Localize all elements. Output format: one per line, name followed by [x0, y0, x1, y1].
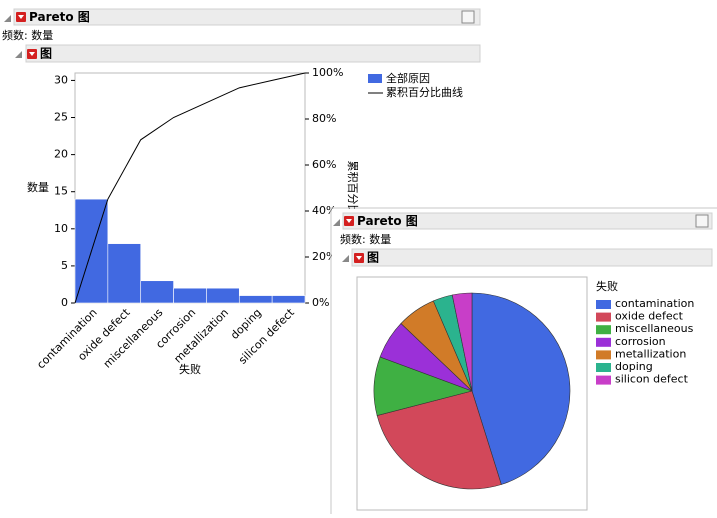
bar [238, 295, 273, 304]
section-title: 图 [367, 251, 379, 265]
section-bar [351, 248, 713, 267]
legend-label: oxide defect [615, 310, 684, 323]
legend-label: 全部原因 [386, 71, 430, 85]
subtitle: 频数: 数量 [340, 232, 391, 246]
y-axis-label: 数量 [27, 181, 49, 194]
legend-swatch [596, 375, 611, 385]
legend-label: corrosion [615, 335, 666, 348]
y-tick-label: 20 [54, 148, 68, 161]
y2-tick-label: 60% [312, 158, 336, 171]
bar [206, 287, 240, 304]
collapse-icon[interactable] [342, 255, 349, 262]
legend-label: doping [615, 360, 653, 373]
y2-tick-label: 100% [312, 66, 343, 79]
collapse-icon[interactable] [333, 219, 340, 226]
legend-label: miscellaneous [615, 322, 694, 335]
menu-arrow [18, 15, 24, 19]
bar [271, 295, 306, 304]
window-title: Pareto 图 [357, 214, 418, 228]
window-button[interactable] [695, 214, 709, 228]
legend-label: silicon defect [615, 373, 689, 386]
pareto-window: Pareto 图 频数: 数量 图 0510152025300%20%40%60… [0, 0, 482, 380]
y-tick-label: 15 [54, 185, 68, 198]
header-bar [13, 8, 481, 26]
bar [140, 280, 174, 304]
menu-arrow [346, 219, 352, 223]
collapse-icon[interactable] [15, 51, 22, 58]
cumulative-line [107, 72, 306, 200]
menu-arrow [29, 52, 35, 56]
y-tick-label: 5 [61, 259, 68, 272]
y-tick-label: 25 [54, 111, 68, 124]
y2-tick-label: 0% [312, 296, 329, 309]
legend-swatch [596, 325, 611, 335]
section-bar [25, 44, 481, 63]
legend-swatch [596, 337, 611, 347]
y-tick-label: 30 [54, 73, 68, 86]
bar [173, 287, 207, 304]
legend-label: metallization [615, 347, 686, 360]
y2-tick-label: 80% [312, 112, 336, 125]
legend-swatch [596, 312, 611, 322]
window-title: Pareto 图 [29, 10, 90, 24]
curve-start [74, 198, 109, 304]
header-bar [342, 212, 713, 230]
menu-arrow [356, 256, 362, 260]
pie-slice [471, 292, 571, 485]
legend-swatch [368, 74, 382, 83]
collapse-icon[interactable] [4, 15, 11, 22]
legend-swatch [596, 300, 611, 309]
pie-slice [376, 390, 502, 490]
y-tick-label: 10 [54, 222, 68, 235]
x-axis-label: 失败 [179, 362, 201, 376]
legend-swatch [596, 363, 611, 372]
bar [107, 243, 142, 304]
pie-slice [451, 292, 473, 392]
window-button[interactable] [461, 10, 475, 24]
section-title: 图 [40, 47, 52, 61]
legend-swatch [596, 350, 611, 360]
legend-label: contamination [615, 297, 694, 310]
subtitle: 频数: 数量 [2, 28, 53, 42]
legend-label: 累积百分比曲线 [386, 85, 463, 99]
y2-axis-label: 累积百分比 [346, 161, 359, 216]
y-tick-label: 0 [61, 296, 68, 309]
legend-title: 失败 [596, 279, 618, 293]
